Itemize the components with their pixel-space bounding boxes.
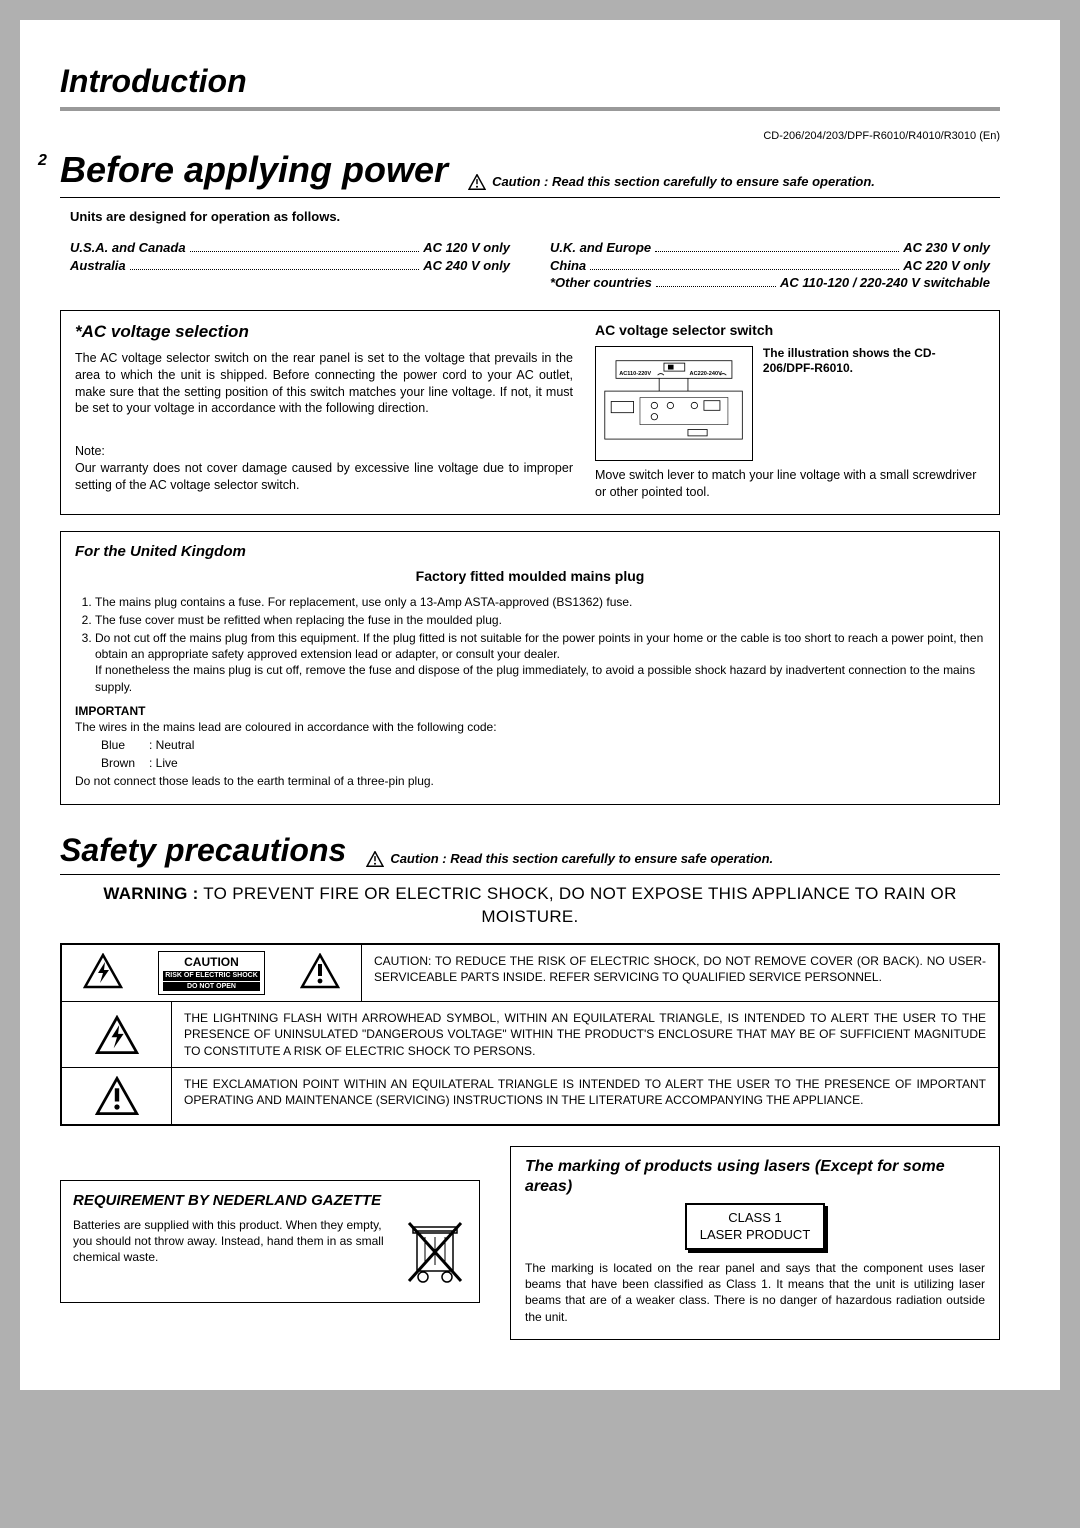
laser-text: The marking is located on the rear panel… [525,1260,985,1325]
region-row: U.K. and EuropeAC 230 V only [550,239,990,257]
nederland-box: REQUIREMENT BY NEDERLAND GAZETTE Batteri… [60,1180,480,1303]
introduction-heading: Introduction [60,60,1000,111]
uk-box: For the United Kingdom Factory fitted mo… [60,531,1000,804]
caution-top-left: CAUTION RISK OF ELECTRIC SHOCK DO NOT OP… [62,945,362,1002]
safety-header: Safety precautions Caution : Read this s… [60,829,1000,875]
caution-top-row: CAUTION RISK OF ELECTRIC SHOCK DO NOT OP… [62,945,998,1003]
region-row: AustraliaAC 240 V only [70,257,510,275]
caution-row: THE EXCLAMATION POINT WITHIN AN EQUILATE… [62,1068,998,1124]
voltage-regions: U.S.A. and CanadaAC 120 V only Australia… [70,239,990,292]
wires-outro: Do not connect those leads to the earth … [75,773,985,789]
table-row: Blue: Neutral [101,737,206,753]
switch-instruction: Move switch lever to match your line vol… [595,467,985,501]
before-power-header: Before applying power Caution : Read thi… [60,146,1000,198]
region-row: *Other countriesAC 110-120 / 220-240 V s… [550,274,990,292]
caution-row-text: THE EXCLAMATION POINT WITHIN AN EQUILATE… [172,1068,998,1124]
units-designed-line: Units are designed for operation as foll… [70,208,1000,226]
uk-subheading: Factory fitted moulded mains plug [75,567,985,586]
caution-row-text: THE LIGHTNING FLASH WITH ARROWHEAD SYMBO… [172,1002,998,1067]
wires-intro: The wires in the mains lead are coloured… [75,719,985,735]
selector-switch-illustration: AC110-220V AC220-240V [595,346,753,461]
ac-switch-heading: AC voltage selector switch [595,321,985,340]
before-power-title: Before applying power [60,146,448,195]
ac-note-text: Our warranty does not cover damage cause… [75,460,573,494]
laser-heading: The marking of products using lasers (Ex… [525,1157,985,1197]
caution-text: Caution : Read this section carefully to… [492,173,875,191]
caution-top-text: CAUTION: TO REDUCE THE RISK OF ELECTRIC … [362,945,998,1002]
warning-icon [468,174,486,190]
nederland-heading: REQUIREMENT BY NEDERLAND GAZETTE [73,1191,467,1211]
caution-row: THE LIGHTNING FLASH WITH ARROWHEAD SYMBO… [62,1002,998,1068]
uk-item: Do not cut off the mains plug from this … [95,630,985,695]
class1-label: CLASS 1 LASER PRODUCT [685,1203,825,1250]
voltage-col-left: U.S.A. and CanadaAC 120 V only Australia… [70,239,510,292]
safety-caution-line: Caution : Read this section carefully to… [366,850,773,872]
safety-caution-text: Caution : Read this section carefully to… [390,850,773,868]
svg-text:AC110-220V: AC110-220V [619,371,651,377]
caution-line: Caution : Read this section carefully to… [468,173,875,195]
svg-text:AC220-240V: AC220-240V [690,371,723,377]
warning-text: TO PREVENT FIRE OR ELECTRIC SHOCK, DO NO… [203,884,956,926]
caution-table: CAUTION RISK OF ELECTRIC SHOCK DO NOT OP… [60,943,1000,1126]
uk-item: The fuse cover must be refitted when rep… [95,612,985,628]
lightning-icon [83,953,123,994]
bottom-row: REQUIREMENT BY NEDERLAND GAZETTE Batteri… [60,1146,1000,1340]
exclamation-icon [62,1068,172,1124]
wire-colour-table: Blue: Neutral Brown: Live [99,735,208,773]
uk-item: The mains plug contains a fuse. For repl… [95,594,985,610]
nederland-text: Batteries are supplied with this product… [73,1217,393,1266]
lightning-icon [62,1002,172,1067]
important-label: IMPORTANT [75,703,985,719]
laser-box: The marking of products using lasers (Ex… [510,1146,1000,1340]
region-row: ChinaAC 220 V only [550,257,990,275]
safety-title: Safety precautions [60,829,346,872]
uk-heading: For the United Kingdom [75,542,985,562]
recycle-bin-icon [403,1217,467,1292]
illustration-caption: The illustration shows the CD-206/DPF-R6… [763,346,985,377]
table-row: Brown: Live [101,755,206,771]
model-line: CD-206/204/203/DPF-R6010/R4010/R3010 (En… [60,129,1000,144]
exclamation-icon [300,953,340,994]
ac-note-label: Note: [75,443,573,460]
warning-block: WARNING : TO PREVENT FIRE OR ELECTRIC SH… [60,883,1000,929]
page-number: 2 [38,150,47,172]
voltage-col-right: U.K. and EuropeAC 230 V only ChinaAC 220… [550,239,990,292]
caution-label-box: CAUTION RISK OF ELECTRIC SHOCK DO NOT OP… [158,951,265,996]
region-row: U.S.A. and CanadaAC 120 V only [70,239,510,257]
ac-voltage-box: *AC voltage selection The AC voltage sel… [60,310,1000,516]
uk-list: The mains plug contains a fuse. For repl… [75,594,985,695]
ac-selection-heading: *AC voltage selection [75,321,573,344]
ac-selection-para: The AC voltage selector switch on the re… [75,350,573,418]
warning-icon [366,851,384,867]
warning-label: WARNING : [103,884,198,903]
manual-page: 2 Introduction CD-206/204/203/DPF-R6010/… [20,20,1060,1390]
